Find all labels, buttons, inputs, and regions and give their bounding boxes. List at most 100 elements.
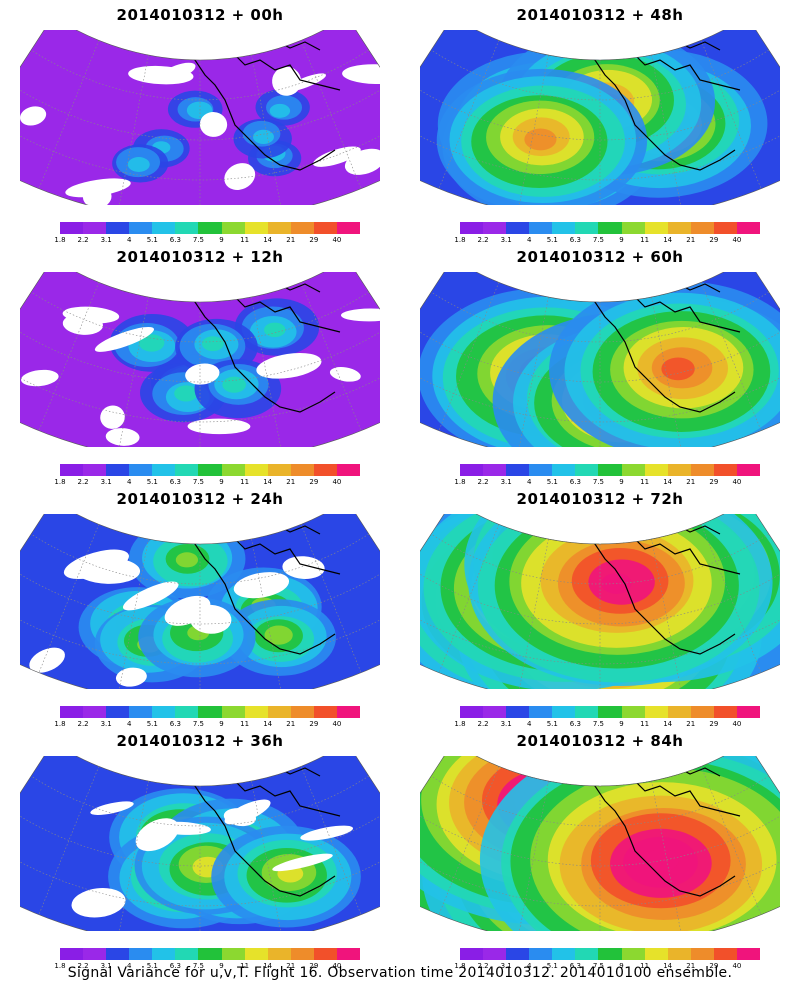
colorbar-tick-label: 21	[286, 236, 296, 244]
colorbar-segment	[667, 464, 691, 476]
colorbar-tick-label: 14	[663, 478, 673, 486]
colorbar-segment	[621, 948, 645, 960]
colorbar-segment	[644, 706, 668, 718]
colorbar-ticks: 1.8 2.2 3.1 4 5.1 6.3 7.5 9 11 14 21 29 40	[454, 478, 760, 488]
colorbar-segment	[290, 948, 314, 960]
colorbar-segment	[175, 464, 199, 476]
variance-map	[20, 30, 380, 205]
colorbar-segment	[290, 706, 314, 718]
colorbar-segment	[60, 948, 84, 960]
colorbar-tick-label: 11	[640, 478, 650, 486]
colorbar-tick-label: 3.1	[500, 720, 512, 728]
colorbar-segment	[598, 222, 622, 234]
colorbar-tick-label: 3.1	[100, 962, 112, 970]
colorbar-tick-label: 11	[640, 236, 650, 244]
colorbar-segment	[221, 464, 245, 476]
colorbar-segment	[644, 222, 668, 234]
colorbar	[60, 706, 361, 718]
colorbar-segment	[290, 222, 314, 234]
colorbar-tick-label: 40	[732, 720, 742, 728]
colorbar-tick-label: 5.1	[546, 962, 558, 970]
colorbar-tick-label: 40	[332, 962, 342, 970]
colorbar-segment	[529, 948, 553, 960]
colorbar-segment	[175, 948, 199, 960]
colorbar	[60, 222, 361, 234]
map-boundary	[20, 756, 380, 931]
colorbar-tick-label: 7.5	[192, 962, 205, 970]
colorbar	[60, 464, 361, 476]
colorbar-tick-label: 1.8	[54, 478, 66, 486]
colorbar-tick-label: 5.1	[546, 236, 558, 244]
colorbar-tick-label: 40	[332, 236, 342, 244]
colorbar-segment	[460, 464, 484, 476]
panel-title: 2014010312 + 60h	[516, 248, 684, 266]
colorbar-segment	[60, 464, 84, 476]
colorbar-tick-label: 14	[263, 720, 273, 728]
colorbar-tick-label: 6.3	[569, 236, 581, 244]
panel-title: 2014010312 + 48h	[516, 6, 684, 24]
colorbar-segment	[152, 706, 176, 718]
colorbar-tick-label: 4	[526, 236, 532, 244]
colorbar-segment	[106, 706, 130, 718]
colorbar-segment	[598, 706, 622, 718]
panel-title: 2014010312 + 36h	[116, 732, 284, 750]
colorbar-tick-label: 4	[526, 720, 532, 728]
colorbar-tick-label: 11	[240, 478, 250, 486]
colorbar-segment	[83, 706, 107, 718]
colorbar-segment	[552, 948, 576, 960]
colorbar-segment	[129, 948, 153, 960]
variance-map	[420, 272, 780, 447]
colorbar-tick-label: 40	[732, 478, 742, 486]
colorbar-tick-label: 7.5	[592, 236, 605, 244]
map-boundary	[20, 514, 380, 689]
colorbar-tick-label: 9	[619, 478, 624, 486]
colorbar-segment	[221, 948, 245, 960]
colorbar-segment	[483, 464, 507, 476]
colorbar-segment	[713, 948, 737, 960]
colorbar-ticks: 1.8 2.2 3.1 4 5.1 6.3 7.5 9 11 14 21 29 40	[54, 962, 360, 972]
map-panel: 2014010312 + 12h 1.8 2.2 3.1 4 5.1 6.3 7.5 9 11 14…	[0, 242, 400, 486]
colorbar-segment	[60, 706, 84, 718]
colorbar-ticks: 1.8 2.2 3.1 4 5.1 6.3 7.5 9 11 14 21 29 40	[54, 236, 360, 246]
colorbar-tick-label: 9	[619, 962, 624, 970]
colorbar-segment	[244, 706, 268, 718]
panel-title: 2014010312 + 72h	[516, 490, 684, 508]
map-panel: 2014010312 + 84h 1.8 2.2 3.1 4 5.1 6.3 7.5 9 11 14…	[400, 726, 800, 970]
colorbar-tick-label: 21	[686, 962, 696, 970]
map-boundary	[20, 272, 380, 447]
colorbar-segment	[313, 464, 337, 476]
colorbar-tick-label: 7.5	[592, 720, 605, 728]
colorbar-segment	[529, 706, 553, 718]
colorbar-tick-label: 1.8	[454, 236, 466, 244]
colorbar-tick-label: 6.3	[569, 478, 581, 486]
colorbar-segment	[336, 706, 361, 718]
map-boundary	[420, 756, 780, 931]
colorbar-tick-label: 6.3	[169, 720, 181, 728]
colorbar-segment	[506, 464, 530, 476]
colorbar-segment	[152, 948, 176, 960]
colorbar-tick-label: 1.8	[54, 962, 66, 970]
colorbar-tick-label: 2.2	[77, 236, 89, 244]
colorbar-tick-label: 21	[686, 720, 696, 728]
colorbar-segment	[267, 706, 291, 718]
colorbar-tick-label: 21	[286, 962, 296, 970]
colorbar-tick-label: 6.3	[169, 962, 181, 970]
colorbar-segment	[129, 706, 153, 718]
colorbar-tick-label: 29	[309, 236, 319, 244]
map-boundary	[420, 514, 780, 689]
colorbar-segment	[552, 222, 576, 234]
map-boundary	[20, 30, 380, 205]
colorbar-segment	[106, 464, 130, 476]
colorbar-tick-label: 3.1	[100, 478, 112, 486]
variance-map	[20, 756, 380, 931]
colorbar-segment	[506, 706, 530, 718]
colorbar-tick-label: 11	[640, 720, 650, 728]
colorbar-tick-label: 29	[709, 236, 719, 244]
colorbar-tick-label: 4	[126, 962, 132, 970]
colorbar-tick-label: 21	[286, 720, 296, 728]
colorbar-segment	[575, 948, 599, 960]
colorbar-segment	[598, 464, 622, 476]
panel-title: 2014010312 + 24h	[116, 490, 284, 508]
colorbar-segment	[129, 464, 153, 476]
colorbar-tick-label: 6.3	[169, 478, 181, 486]
